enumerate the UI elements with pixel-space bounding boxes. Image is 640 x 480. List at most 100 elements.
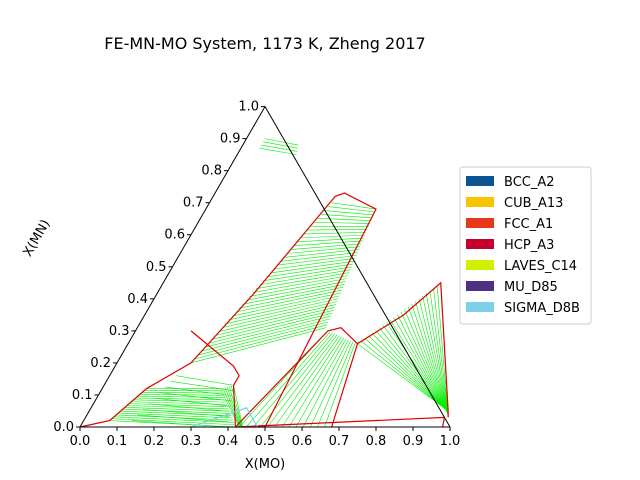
- tie-line: [238, 286, 344, 309]
- tie-line: [314, 221, 370, 224]
- tie-line: [252, 275, 349, 293]
- ternary-frame: [79, 105, 451, 428]
- tie-line: [309, 340, 351, 428]
- y-tick-label: 0.1: [72, 388, 93, 403]
- tie-line: [262, 266, 352, 282]
- tie-line: [331, 202, 377, 210]
- tie-line: [411, 303, 449, 416]
- tie-line: [231, 385, 243, 428]
- tie-line: [253, 332, 333, 428]
- tie-line: [389, 319, 449, 414]
- legend-label: MU_D85: [504, 280, 558, 295]
- tie-line: [371, 332, 449, 413]
- legend-label: FCC_A1: [504, 217, 553, 232]
- tie-line: [129, 403, 228, 407]
- tie-line: [295, 338, 347, 428]
- tie-line: [286, 246, 361, 254]
- x-tick-label: 0.6: [292, 434, 313, 449]
- y-tick-label: 0.3: [109, 324, 130, 339]
- x-tick-label: 0.7: [329, 434, 350, 449]
- legend-swatch: [466, 197, 494, 207]
- y-tick-label: 0.0: [53, 420, 74, 435]
- x-axis-title: X(MO): [245, 457, 286, 472]
- tie-line: [159, 392, 232, 402]
- tie-line: [276, 255, 357, 266]
- legend-label: SIGMA_D8B: [504, 301, 580, 316]
- tie-line: [235, 289, 342, 313]
- tie-line: [228, 295, 340, 321]
- phase-boundary: [79, 192, 377, 428]
- tie-line: [153, 397, 231, 407]
- tie-line: [225, 298, 339, 325]
- tie-line: [415, 301, 449, 416]
- y-axis-title: X(MN): [20, 217, 53, 259]
- tie-line: [228, 386, 242, 428]
- tie-line: [122, 408, 231, 414]
- tie-line: [324, 210, 374, 216]
- tie-line: [368, 335, 449, 413]
- tie-line: [304, 231, 367, 235]
- phase-boundary: [357, 281, 449, 418]
- tie-line: [118, 412, 232, 419]
- tie-line: [317, 341, 354, 428]
- tie-line: [127, 405, 229, 410]
- tie-line: [269, 260, 355, 274]
- y-tick-label: 0.9: [220, 132, 241, 147]
- tie-line: [425, 293, 449, 417]
- tie-line: [124, 407, 230, 412]
- tie-line: [397, 314, 449, 415]
- tie-line: [176, 375, 234, 386]
- tie-line: [140, 393, 224, 396]
- tie-line: [259, 147, 297, 155]
- tie-line: [135, 397, 225, 401]
- tie-line: [266, 263, 353, 278]
- tie-line: [249, 278, 347, 297]
- tie-line: [317, 218, 372, 221]
- tie-line: [267, 334, 338, 428]
- tie-line: [263, 141, 298, 149]
- tie-line: [142, 409, 230, 417]
- legend-label: CUB_A13: [504, 196, 563, 211]
- tie-line: [407, 306, 449, 415]
- legend-swatch: [466, 260, 494, 270]
- tie-line: [137, 395, 225, 398]
- tie-line: [224, 387, 241, 428]
- tie-line: [221, 301, 338, 329]
- tie-line: [400, 311, 449, 415]
- tie-line: [422, 295, 449, 417]
- x-tick-label: 0.3: [181, 434, 202, 449]
- y-tick-label: 1.0: [238, 100, 259, 115]
- tie-line: [111, 418, 235, 426]
- y-tick-label: 0.2: [90, 356, 111, 371]
- tie-line: [242, 283, 345, 305]
- x-tick-label: 0.8: [366, 434, 387, 449]
- plot-layer: [79, 138, 449, 428]
- legend-swatch: [466, 281, 494, 291]
- tie-line: [256, 272, 350, 289]
- x-tick-label: 1.0: [440, 434, 461, 449]
- x-tick-label: 0.0: [70, 434, 91, 449]
- tie-line: [290, 243, 362, 250]
- tie-line: [281, 336, 342, 428]
- tie-line: [324, 342, 356, 428]
- tie-line: [436, 285, 449, 418]
- tie-line: [429, 290, 449, 417]
- tie-line: [222, 387, 240, 428]
- tie-line: [232, 292, 341, 317]
- tie-line: [261, 144, 298, 152]
- tie-line: [259, 269, 351, 286]
- legend-swatch: [466, 176, 494, 186]
- legend-label: BCC_A2: [504, 175, 555, 190]
- tie-line: [378, 327, 449, 413]
- tie-line: [165, 386, 233, 397]
- tie-line: [214, 307, 335, 336]
- tie-line: [302, 339, 349, 428]
- tie-line: [418, 298, 449, 416]
- x-tick-label: 0.5: [255, 434, 276, 449]
- tie-line: [280, 252, 358, 262]
- x-tick-label: 0.2: [144, 434, 165, 449]
- tie-line: [300, 234, 366, 239]
- tie-line: [364, 338, 449, 412]
